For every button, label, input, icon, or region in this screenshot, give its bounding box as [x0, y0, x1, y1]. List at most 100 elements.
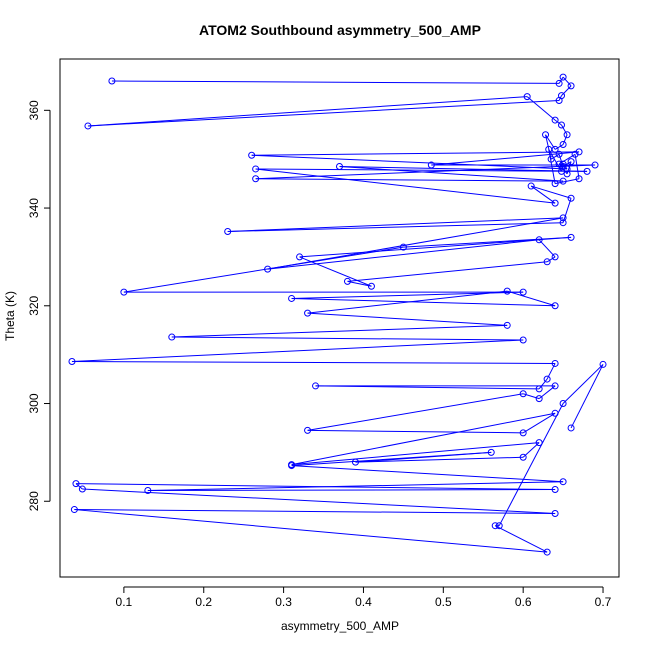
- series-line-segment: [87, 96, 528, 127]
- series-points: [68, 73, 607, 556]
- data-point: [575, 148, 583, 156]
- y-tick-label: 280: [27, 491, 41, 511]
- series-line-segment: [355, 456, 524, 463]
- series-line-segment: [347, 261, 548, 282]
- series-line-segment: [531, 185, 572, 199]
- chart-title: ATOM2 Southbound asymmetry_500_AMP: [199, 22, 481, 38]
- data-point: [567, 82, 575, 90]
- data-point: [224, 228, 232, 236]
- series-line-segment: [307, 290, 508, 314]
- data-point: [542, 131, 550, 139]
- data-point: [555, 150, 563, 158]
- data-point: [551, 359, 559, 367]
- data-point: [567, 158, 575, 166]
- data-point: [563, 131, 571, 139]
- data-point: [248, 151, 256, 159]
- series-line-segment: [574, 154, 580, 179]
- data-point: [559, 141, 567, 149]
- data-point: [555, 79, 563, 87]
- series-line-segment: [554, 144, 564, 150]
- data-point: [563, 165, 571, 173]
- series-line-segment: [570, 364, 604, 429]
- data-point: [559, 219, 567, 227]
- x-tick-label: 0.2: [195, 595, 212, 609]
- data-point: [551, 180, 559, 188]
- series-line-segment: [291, 297, 556, 307]
- data-point: [535, 236, 543, 244]
- data-point: [551, 486, 559, 494]
- y-axis-label: Theta (K): [3, 291, 17, 341]
- x-tick-label: 0.3: [275, 595, 292, 609]
- data-point: [144, 487, 152, 495]
- series-line-segment: [255, 168, 556, 204]
- data-point: [559, 160, 567, 168]
- data-point: [559, 400, 567, 408]
- plot-frame: [59, 58, 620, 578]
- series-line-segment: [75, 483, 556, 491]
- data-point: [519, 336, 527, 344]
- data-point: [252, 175, 260, 183]
- series-line-segment: [538, 378, 548, 390]
- series-line-segment: [522, 412, 556, 434]
- data-point: [519, 429, 527, 437]
- data-point: [68, 357, 76, 365]
- data-point: [399, 243, 407, 251]
- series-line-segment: [554, 119, 562, 126]
- y-tick-label: 320: [27, 295, 41, 315]
- data-point: [551, 382, 559, 390]
- data-point: [555, 97, 563, 105]
- data-point: [559, 177, 567, 185]
- data-point: [551, 253, 559, 261]
- series-line-segment: [431, 151, 580, 166]
- data-point: [559, 478, 567, 486]
- data-point: [519, 453, 527, 461]
- data-point: [543, 548, 551, 556]
- data-point: [591, 161, 599, 169]
- series-line-segment: [498, 403, 564, 526]
- data-point: [495, 522, 503, 530]
- data-point: [296, 253, 304, 261]
- data-point: [336, 163, 343, 171]
- series-line-segment: [171, 324, 508, 338]
- series-line-segment: [74, 509, 556, 514]
- x-axis-label: asymmetry_500_AMP: [281, 619, 399, 633]
- y-tick-label: 300: [27, 393, 41, 413]
- data-point: [491, 522, 499, 530]
- series-line-segment: [562, 134, 568, 145]
- series-line-segment: [561, 85, 572, 97]
- series-line-segment: [562, 198, 572, 223]
- series-line-segment: [299, 236, 572, 258]
- series-line-segment: [71, 339, 524, 362]
- series-line-segment: [291, 412, 556, 466]
- data-point: [535, 439, 543, 447]
- data-point: [523, 93, 531, 101]
- data-point: [108, 77, 116, 85]
- series-line-segment: [267, 239, 540, 270]
- data-point: [527, 182, 535, 190]
- series-line-segment: [558, 76, 564, 84]
- series-line-segment: [227, 222, 564, 233]
- data-point: [519, 390, 527, 398]
- series-line-segment: [147, 489, 556, 492]
- data-point: [70, 506, 78, 514]
- data-point: [551, 302, 559, 310]
- series-line-segment: [71, 360, 556, 364]
- series-line-segment: [251, 151, 580, 156]
- data-point: [264, 265, 272, 273]
- series-line-segment: [171, 336, 524, 341]
- data-point: [84, 122, 92, 130]
- series-line-segment: [555, 178, 580, 185]
- x-tick-label: 0.5: [435, 595, 452, 609]
- series-line-segment: [494, 525, 548, 553]
- series-line-segment: [87, 100, 560, 127]
- series-line-segment: [251, 154, 568, 170]
- series-line-segment: [530, 185, 556, 204]
- data-point: [551, 199, 559, 207]
- series-line-segment: [507, 290, 556, 307]
- data-point: [567, 194, 575, 202]
- series-line-segment: [291, 465, 564, 483]
- series-line-segment: [561, 124, 568, 135]
- data-point: [304, 309, 312, 317]
